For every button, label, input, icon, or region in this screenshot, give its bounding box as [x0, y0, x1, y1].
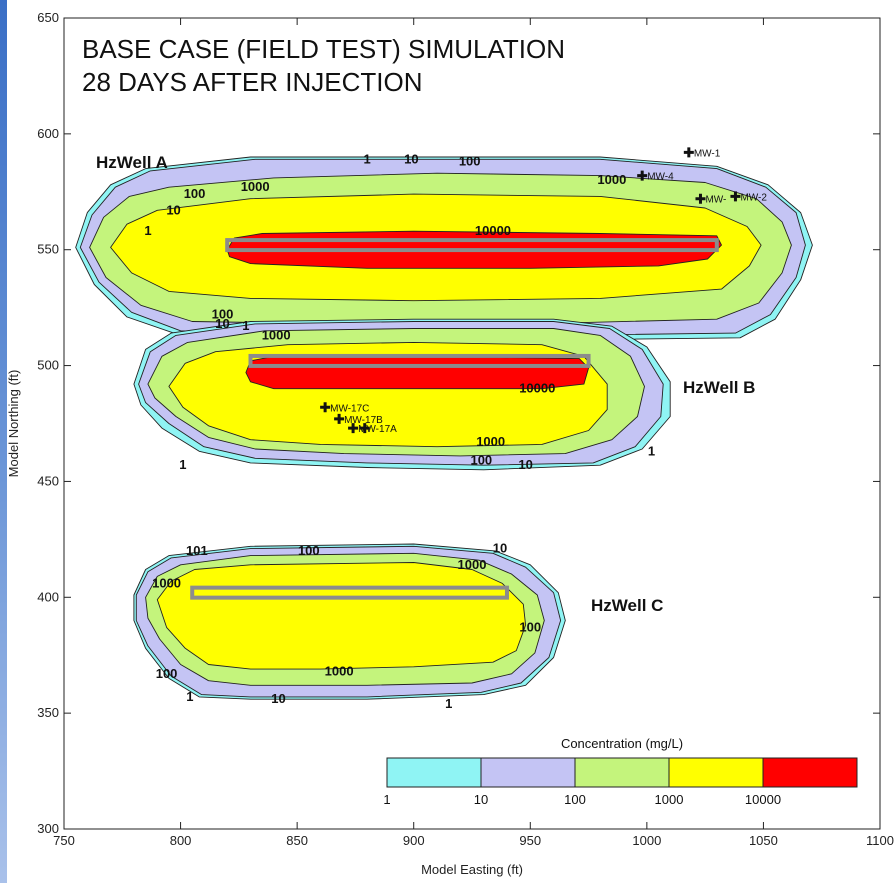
monitoring-well-marker [320, 402, 331, 413]
contour-value-label: 100 [184, 186, 206, 201]
y-tick-label: 450 [37, 473, 59, 488]
contour-value-label: 100 [470, 453, 492, 468]
monitoring-well-marker [348, 423, 359, 434]
legend: Concentration (mg/L) 1 10 100 1000 10000 [383, 736, 858, 807]
contour-value-label: 10000 [475, 223, 511, 238]
legend-swatch [386, 757, 482, 788]
well-name-1: HzWell A [96, 153, 168, 172]
x-tick-label: 1000 [632, 833, 661, 848]
legend-tick-label: 100 [564, 792, 586, 807]
monitoring-well-marker [683, 147, 694, 158]
monitoring-well-marker [695, 193, 706, 204]
contour-value-label: 1000 [458, 557, 487, 572]
y-tick-label: 350 [37, 705, 59, 720]
x-tick-label: 1050 [749, 833, 778, 848]
contour-value-label: 1000 [476, 434, 505, 449]
y-tick-label: 400 [37, 589, 59, 604]
monitoring-well-label: MW-17B [344, 415, 383, 426]
contour-value-label: 1 [242, 318, 249, 333]
title-line-1: BASE CASE (FIELD TEST) SIMULATION [82, 34, 565, 64]
contour-value-label: 1000 [597, 172, 626, 187]
plot-frame [63, 17, 881, 830]
x-tick-label: 750 [53, 833, 75, 848]
contour-value-label: 101 [186, 543, 208, 558]
contour-value-label: 100 [298, 543, 320, 558]
x-tick-label: 800 [170, 833, 192, 848]
legend-title: Concentration (mg/L) [561, 736, 683, 751]
y-tick-label: 300 [37, 821, 59, 836]
contour-value-label: 10 [493, 541, 507, 556]
legend-swatch [762, 757, 858, 788]
contour-value-label: 1000 [262, 327, 291, 342]
legend-tick-label: 10 [474, 792, 488, 807]
contour-value-label: 100 [519, 619, 541, 634]
x-tick-label: 850 [286, 833, 308, 848]
y-tick-label: 600 [37, 126, 59, 141]
y-axis-title: Model Northing (ft) [6, 370, 21, 478]
x-tick-label: 950 [519, 833, 541, 848]
y-tick-label: 550 [37, 242, 59, 257]
legend-tick-label: 10000 [745, 792, 781, 807]
well-screen-1 [225, 238, 719, 253]
x-tick-label: 900 [403, 833, 425, 848]
well-screens [190, 238, 719, 600]
monitoring-well-label: MW-2 [740, 192, 767, 203]
legend-swatch [668, 757, 764, 788]
y-tick-label: 650 [37, 10, 59, 25]
legend-swatch [480, 757, 576, 788]
well-screen-2 [248, 353, 591, 368]
contour-value-label: 1 [179, 457, 186, 472]
legend-tick-label: 1 [383, 792, 390, 807]
contour-value-label: 1000 [241, 179, 270, 194]
contour-value-label: 10 [271, 691, 285, 706]
well-name-2: HzWell B [683, 378, 755, 397]
well-screen-3 [190, 585, 509, 600]
contour-value-label: 1000 [152, 575, 181, 590]
legend-swatch [574, 757, 670, 788]
contour-value-label: 1000 [325, 663, 354, 678]
contour-value-label: 100 [212, 307, 234, 322]
contour-value-label: 10 [518, 457, 532, 472]
contour-value-label: 1 [363, 151, 370, 166]
x-axis-title: Model Easting (ft) [421, 862, 523, 877]
x-tick-label: 1100 [866, 833, 894, 848]
monitoring-well-label: MW- [705, 195, 726, 206]
monitoring-well-label: MW-1 [694, 148, 721, 159]
contour-value-label: 100 [459, 154, 481, 169]
contour-value-label: 1 [186, 689, 193, 704]
monitoring-well-marker [334, 413, 345, 424]
monitoring-well-marker [359, 423, 370, 434]
well-names: HzWell A HzWell B HzWell C [96, 153, 755, 615]
contour-value-label: 1 [144, 223, 151, 238]
axes: 750 800 850 900 950 1000 1050 11003003504004505… [6, 10, 894, 877]
y-tick-label: 500 [37, 358, 59, 373]
contour-value-label: 10000 [519, 381, 555, 396]
well-name-3: HzWell C [591, 596, 663, 615]
contour-value-label: 100 [156, 666, 178, 681]
monitoring-well-label: MW-17C [330, 403, 369, 414]
contour-value-label: 10 [166, 202, 180, 217]
legend-tick-label: 1000 [655, 792, 684, 807]
monitoring-well-label: MW-4 [647, 172, 674, 183]
monitoring-well-marker [730, 191, 741, 202]
monitoring-well-label: MW-17A [358, 424, 397, 435]
contour-value-label: 10 [404, 151, 418, 166]
title-line-2: 28 DAYS AFTER INJECTION [82, 67, 422, 97]
monitoring-well-marker [637, 170, 648, 181]
contour-value-label: 1 [445, 696, 452, 711]
window-edge [0, 0, 7, 883]
contour-value-label: 10 [215, 316, 229, 331]
contour-value-label: 1 [648, 443, 655, 458]
contour-3-level-1000 [156, 562, 527, 670]
